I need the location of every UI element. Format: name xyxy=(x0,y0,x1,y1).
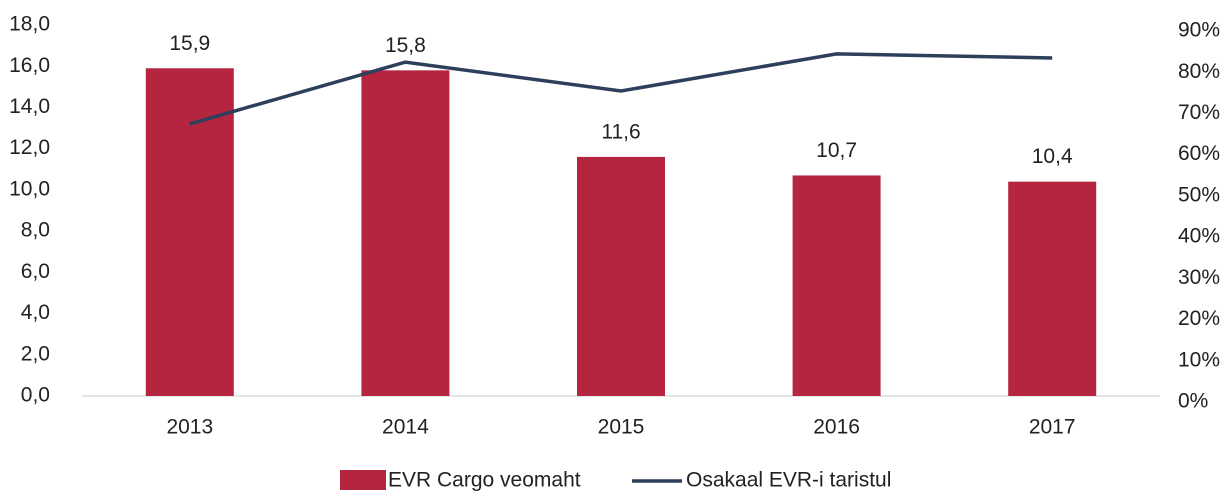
y2-tick-label: 30% xyxy=(1178,266,1220,289)
data-label: 11,6 xyxy=(601,120,640,143)
y-tick-label: 14,0 xyxy=(9,95,50,118)
bar xyxy=(792,175,881,396)
data-label: 15,9 xyxy=(169,32,210,55)
bar xyxy=(577,156,665,396)
y2-tick-label: 0% xyxy=(1178,390,1208,413)
x-tick-label: 2014 xyxy=(382,416,429,439)
y2-tick-label: 70% xyxy=(1178,101,1220,124)
y2-tick-label: 40% xyxy=(1178,225,1220,248)
y2-tick-label: 20% xyxy=(1178,307,1220,330)
y-tick-label: 6,0 xyxy=(21,260,50,283)
x-tick-label: 2017 xyxy=(1029,416,1076,439)
bar xyxy=(145,68,234,397)
y-tick-label: 2,0 xyxy=(21,342,50,365)
data-label: 10,4 xyxy=(1032,145,1073,168)
legend-label: Osakaal EVR-i taristul xyxy=(686,469,891,492)
y-tick-label: 16,0 xyxy=(9,54,50,77)
y2-tick-label: 50% xyxy=(1178,183,1220,206)
y-tick-label: 8,0 xyxy=(21,219,50,242)
line xyxy=(189,52,1053,126)
y-tick-label: 10,0 xyxy=(9,177,50,200)
x-tick-label: 2016 xyxy=(813,416,860,439)
x-tick-label: 2015 xyxy=(598,416,645,439)
y-tick-label: 4,0 xyxy=(21,301,50,324)
y2-tick-label: 80% xyxy=(1178,60,1220,83)
y2-tick-label: 90% xyxy=(1178,19,1220,42)
data-label: 15,8 xyxy=(385,34,426,57)
y2-tick-label: 10% xyxy=(1178,348,1220,371)
legend-swatch xyxy=(340,470,386,490)
bar xyxy=(361,70,450,396)
legend-label: EVR Cargo veomaht xyxy=(388,469,581,492)
data-label: 10,7 xyxy=(816,139,857,162)
x-tick-label: 2013 xyxy=(166,416,213,439)
y2-tick-label: 60% xyxy=(1178,142,1220,165)
y-tick-label: 12,0 xyxy=(9,136,50,159)
y-tick-label: 0,0 xyxy=(21,384,50,407)
y-tick-label: 18,0 xyxy=(9,13,50,36)
bar xyxy=(1008,181,1097,396)
